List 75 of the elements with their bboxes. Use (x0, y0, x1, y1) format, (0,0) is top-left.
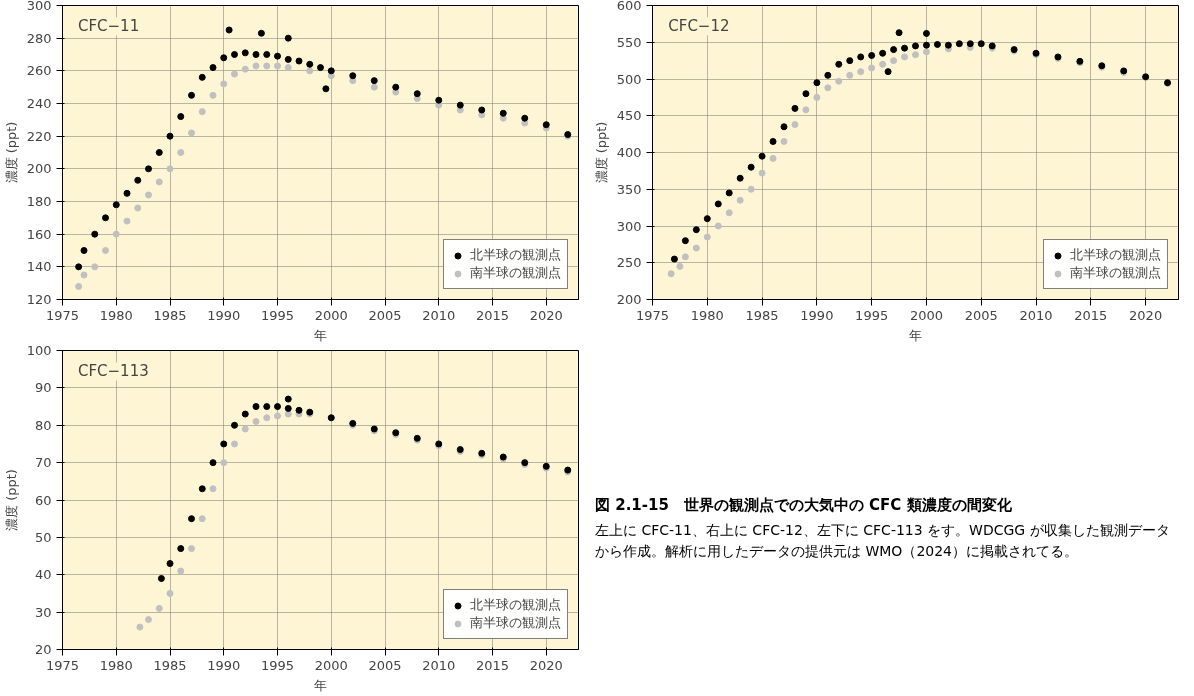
y-tick-label: 600 (616, 0, 642, 13)
x-tick-label: 1990 (800, 307, 834, 323)
y-tick-label: 60 (34, 492, 52, 508)
x-tick-label: 2000 (909, 307, 944, 323)
text: CFC−12 (668, 17, 730, 36)
y-tick-label: 90 (34, 380, 52, 396)
y-tick-label: 50 (34, 529, 52, 545)
x-tick-label: 2010 (422, 657, 456, 673)
x-tick-label: 1980 (690, 307, 724, 323)
x-tick-label: 2005 (964, 307, 998, 323)
x-tick-label: 1985 (153, 307, 187, 323)
y-tick-label: 400 (616, 145, 642, 160)
y-tick-label: 180 (26, 194, 52, 209)
x-tick-label: 2020 (529, 307, 563, 323)
y-axis-title: 濃度 (ppt) (593, 121, 609, 184)
y-tick-label: 550 (616, 34, 642, 50)
x-tick-label: 2005 (368, 657, 402, 673)
x-tick-label: 2015 (475, 657, 510, 673)
x-tick-label: 1980 (99, 307, 133, 323)
text: 図 2.1-15 世界の観測点での大気中の CFC 類濃度の間変化 (595, 495, 1013, 516)
y-tick-label: 100 (26, 343, 52, 358)
x-tick-label: 2015 (1074, 307, 1108, 323)
y-tick-label: 140 (26, 259, 52, 275)
x-axis-title: 年 (909, 327, 922, 343)
x-tick-label: 1975 (45, 307, 80, 323)
x-axis-title: 年 (314, 327, 327, 343)
legend-label: 北半球の観測点 (470, 596, 561, 614)
x-tick-label: 2000 (314, 307, 348, 323)
x-tick-label: 1995 (260, 307, 295, 323)
y-tick-label: 350 (616, 181, 642, 197)
y-tick-label: 160 (26, 226, 52, 242)
x-axis-title: 年 (314, 677, 327, 693)
x-tick-label: 1990 (207, 307, 241, 323)
y-tick-label: 20 (34, 642, 52, 657)
x-tick-label: 2010 (422, 307, 456, 323)
y-tick-label: 120 (26, 292, 52, 307)
legend-label: 北半球の観測点 (470, 246, 561, 264)
x-tick-label: 2005 (368, 307, 402, 323)
y-tick-label: 220 (26, 128, 52, 144)
x-tick-label: 1995 (855, 307, 889, 323)
x-tick-label: 1995 (260, 657, 295, 673)
x-tick-label: 2020 (1129, 307, 1163, 323)
x-tick-label: 2015 (475, 307, 510, 323)
legend-label: 南半球の観測点 (1070, 264, 1161, 282)
y-tick-label: 80 (34, 417, 52, 433)
y-axis-title: 濃度 (ppt) (3, 121, 19, 184)
x-tick-label: 2000 (314, 657, 348, 673)
y-tick-label: 280 (26, 30, 52, 46)
text: CFC−113 (77, 362, 149, 381)
y-axis-title: 濃度 (ppt) (3, 469, 19, 531)
y-tick-label: 30 (34, 604, 52, 620)
text: 左上に CFC-11、右上に CFC-12、左下に CFC-113 をす。WDCGG が収集した観測データから作成。解析に用したデータの提供元は WMO（2024）に掲載されてる。 (595, 521, 1171, 562)
y-tick-label: 40 (34, 567, 52, 583)
y-tick-label: 250 (616, 255, 642, 271)
y-tick-label: 300 (616, 218, 642, 234)
legend-label: 南半球の観測点 (470, 264, 561, 282)
y-tick-label: 500 (616, 71, 642, 87)
y-tick-label: 240 (26, 96, 52, 111)
y-tick-label: 300 (26, 0, 52, 13)
y-tick-label: 200 (616, 292, 642, 307)
x-tick-label: 1985 (153, 657, 187, 673)
y-tick-label: 70 (34, 455, 52, 471)
x-tick-label: 1980 (99, 657, 133, 673)
x-tick-label: 1975 (635, 307, 670, 323)
legend-label: 北半球の観測点 (1070, 246, 1161, 264)
x-tick-label: 2010 (1019, 307, 1053, 323)
text: CFC−11 (77, 17, 140, 36)
x-tick-label: 1975 (45, 657, 80, 673)
legend-label: 南半球の観測点 (470, 614, 561, 632)
x-tick-label: 1990 (207, 657, 241, 673)
y-tick-label: 450 (616, 108, 642, 124)
x-tick-label: 2020 (529, 657, 563, 673)
y-tick-label: 200 (26, 161, 52, 177)
x-tick-label: 1985 (745, 307, 779, 323)
y-tick-label: 260 (26, 63, 52, 79)
